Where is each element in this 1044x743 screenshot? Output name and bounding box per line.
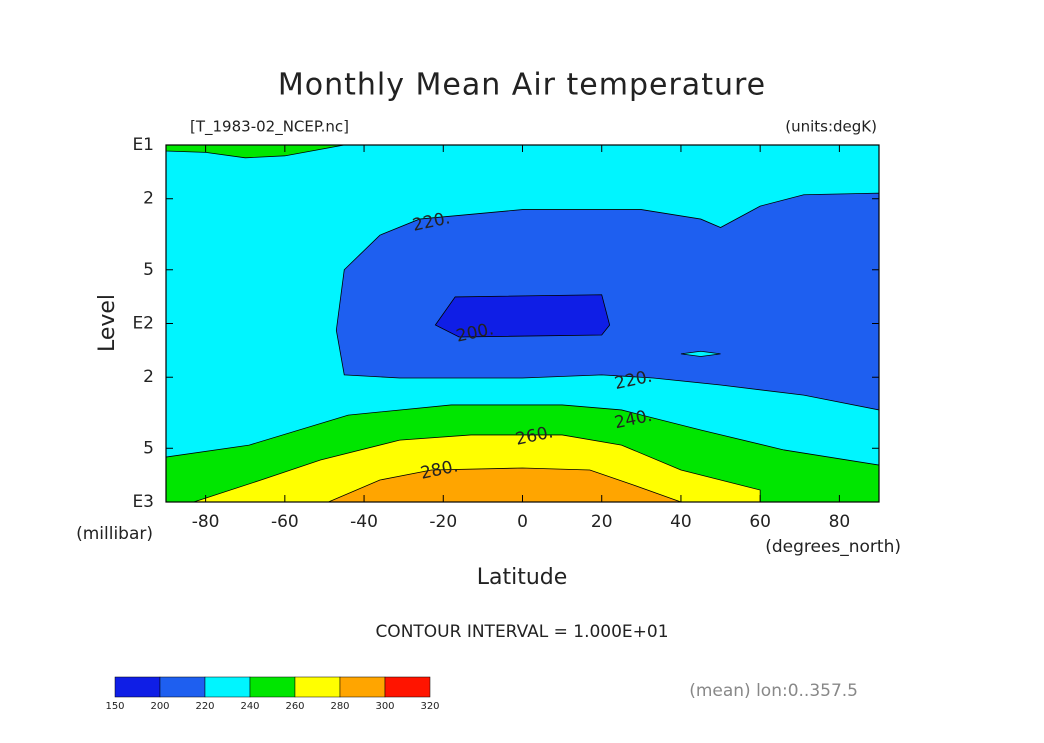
colorbar-box xyxy=(249,676,296,698)
colorbar-label: 150 xyxy=(105,701,124,712)
colorbar-label: 200 xyxy=(150,701,169,712)
colorbar-label: 300 xyxy=(375,701,394,712)
x-tick-label: -20 xyxy=(429,512,457,532)
y-tick-label: E1 xyxy=(132,135,154,155)
colorbar-label: 220 xyxy=(195,701,214,712)
x-tick-label: -60 xyxy=(271,512,299,532)
x-tick-label: -80 xyxy=(192,512,220,532)
x-unit: (degrees_north) xyxy=(765,537,901,557)
colorbar-box xyxy=(294,676,341,698)
x-tick-label: 40 xyxy=(670,512,692,532)
contour-interval: CONTOUR INTERVAL = 1.000E+01 xyxy=(375,622,668,642)
colorbar-box xyxy=(384,676,431,698)
contour-region xyxy=(166,145,345,159)
contour-region xyxy=(680,350,721,357)
contour-region xyxy=(434,294,611,338)
y-tick-label: 2 xyxy=(143,367,154,387)
chart-title: Monthly Mean Air temperature xyxy=(278,68,766,103)
colorbar-box xyxy=(204,676,251,698)
y-tick-label: 5 xyxy=(143,438,154,458)
subtitle-left: [T_1983-02_NCEP.nc] xyxy=(190,118,349,137)
y-unit: (millibar) xyxy=(76,524,153,544)
x-tick-label: 20 xyxy=(591,512,613,532)
y-tick-label: 5 xyxy=(143,260,154,280)
contour-region xyxy=(328,467,682,502)
colorbar-label: 260 xyxy=(285,701,304,712)
x-tick-label: -40 xyxy=(350,512,378,532)
y-tick-label: 2 xyxy=(143,189,154,209)
y-tick-label: E2 xyxy=(132,314,154,334)
x-tick-label: 80 xyxy=(829,512,851,532)
colorbar-label: 320 xyxy=(420,701,439,712)
colorbar-label: 280 xyxy=(330,701,349,712)
y-tick-label: E3 xyxy=(132,492,154,512)
colorbar-label: 240 xyxy=(240,701,259,712)
footnote: (mean) lon:0..357.5 xyxy=(689,681,858,701)
colorbar-box xyxy=(159,676,206,698)
x-tick-label: 0 xyxy=(517,512,528,532)
y-axis-label: Level xyxy=(95,294,120,352)
colorbar-box xyxy=(114,676,161,698)
x-tick-label: 60 xyxy=(749,512,771,532)
subtitle-right: (units:degK) xyxy=(785,118,877,136)
colorbar-box xyxy=(339,676,386,698)
x-axis-label: Latitude xyxy=(477,565,568,590)
contour-region xyxy=(335,192,879,411)
